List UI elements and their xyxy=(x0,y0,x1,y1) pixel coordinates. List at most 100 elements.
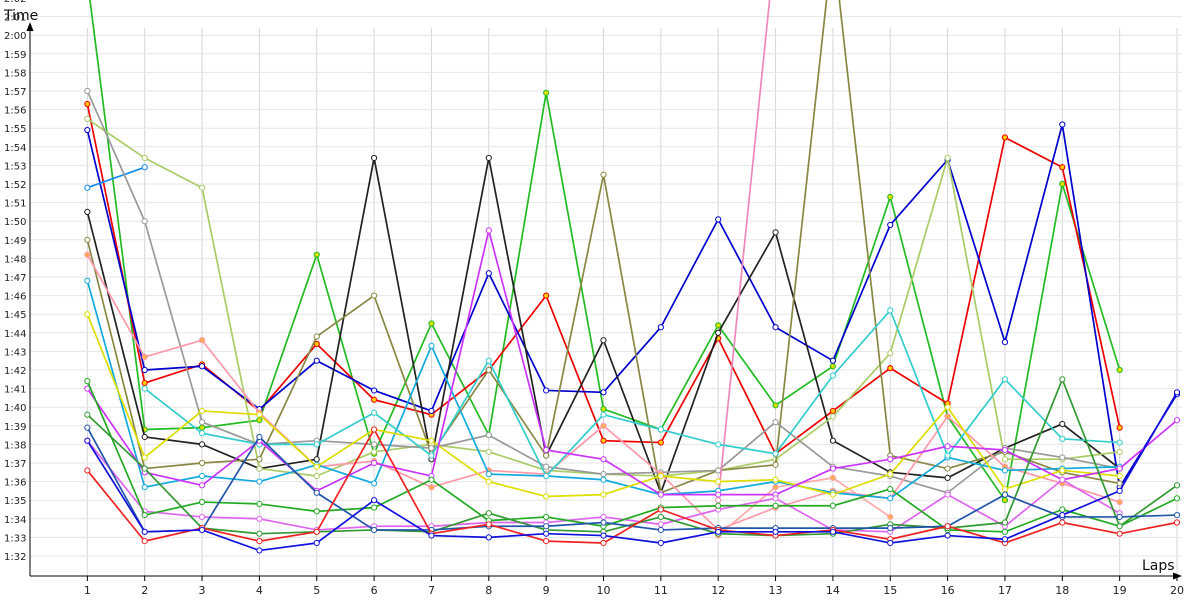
series-line xyxy=(86,378,1178,537)
data-point xyxy=(887,193,894,201)
data-point xyxy=(141,154,148,162)
data-point xyxy=(944,532,951,539)
data-point xyxy=(772,450,779,457)
y-axis-title: Time xyxy=(3,8,38,24)
data-point xyxy=(84,311,91,318)
data-point xyxy=(141,385,148,392)
data-point xyxy=(1001,339,1009,346)
x-tick-label: 16 xyxy=(941,584,955,597)
data-point xyxy=(313,508,320,515)
data-point xyxy=(715,528,722,535)
data-point xyxy=(198,430,206,437)
data-point xyxy=(1116,439,1123,446)
data-point xyxy=(600,337,607,344)
data-point xyxy=(1116,523,1123,530)
data-point xyxy=(1001,456,1009,463)
data-point xyxy=(256,456,263,463)
data-point xyxy=(543,523,550,530)
data-point xyxy=(371,497,378,504)
data-point xyxy=(313,251,320,258)
x-tick-label: 14 xyxy=(826,584,840,597)
data-point xyxy=(428,445,435,452)
data-point xyxy=(256,538,263,545)
data-point xyxy=(198,337,206,344)
data-point xyxy=(485,478,492,485)
data-point xyxy=(944,413,951,420)
data-point xyxy=(1116,530,1123,537)
y-tick-label: 1:48 xyxy=(4,254,26,265)
data-point xyxy=(371,526,378,534)
data-point xyxy=(887,525,894,532)
y-tick-label: 2:00 xyxy=(4,31,26,42)
data-point xyxy=(772,476,779,483)
data-point xyxy=(1059,435,1066,442)
data-point xyxy=(256,411,263,418)
data-point xyxy=(772,528,779,535)
data-point xyxy=(84,424,91,431)
data-point xyxy=(657,513,664,521)
data-point xyxy=(944,154,951,162)
data-point xyxy=(141,433,148,441)
series-line xyxy=(86,428,1178,544)
y-tick-label: 2:01 xyxy=(4,13,26,24)
data-point xyxy=(829,491,837,498)
data-point xyxy=(829,407,837,415)
data-point xyxy=(543,292,550,299)
data-point xyxy=(198,418,206,426)
data-point xyxy=(715,216,722,223)
y-tick-label: 1:57 xyxy=(4,87,26,98)
x-tick-label: 8 xyxy=(485,584,492,597)
data-point xyxy=(198,482,206,489)
data-point xyxy=(198,498,206,506)
data-point xyxy=(944,474,951,481)
data-point xyxy=(485,357,492,364)
data-point xyxy=(1001,519,1009,526)
data-point xyxy=(313,333,320,340)
x-tick-label: 20 xyxy=(1170,584,1184,597)
data-point xyxy=(198,184,206,191)
data-point xyxy=(1059,420,1066,428)
y-tick-label: 1:37 xyxy=(4,459,26,470)
data-point xyxy=(428,437,435,444)
series-line xyxy=(86,123,1178,489)
data-point xyxy=(1001,536,1009,543)
y-tick-label: 1:51 xyxy=(4,199,26,210)
data-point xyxy=(772,229,779,236)
x-tick-label: 11 xyxy=(654,584,668,597)
data-point xyxy=(141,164,148,171)
y-tick-label: 1:33 xyxy=(4,533,26,544)
data-point xyxy=(772,402,779,409)
data-point xyxy=(543,472,550,480)
data-point xyxy=(371,154,378,162)
y-tick-label: 2:02 xyxy=(4,0,26,5)
data-point xyxy=(256,465,263,472)
data-point xyxy=(715,502,722,509)
data-point xyxy=(887,495,894,502)
data-point xyxy=(371,448,378,455)
data-point xyxy=(84,467,91,474)
data-point xyxy=(198,407,206,415)
data-point xyxy=(1059,454,1066,461)
data-point xyxy=(1173,389,1181,396)
data-point xyxy=(600,513,607,521)
data-point xyxy=(313,539,320,547)
y-tick-label: 1:38 xyxy=(4,440,26,451)
data-point xyxy=(198,526,206,534)
data-point xyxy=(84,236,91,243)
series-4 xyxy=(84,164,148,191)
y-tick-label: 1:39 xyxy=(4,422,26,433)
data-point xyxy=(371,480,378,487)
data-point xyxy=(829,437,837,444)
y-tick-label: 1:47 xyxy=(4,273,26,284)
data-point xyxy=(1059,180,1066,188)
data-point xyxy=(141,511,148,519)
data-point xyxy=(1116,480,1123,487)
x-tick-label: 4 xyxy=(256,584,263,597)
data-point xyxy=(198,441,206,448)
data-point xyxy=(1116,424,1123,431)
data-point xyxy=(141,465,148,472)
data-point xyxy=(1059,519,1066,526)
data-point xyxy=(715,322,722,329)
data-point xyxy=(1001,528,1009,535)
data-point xyxy=(600,532,607,539)
